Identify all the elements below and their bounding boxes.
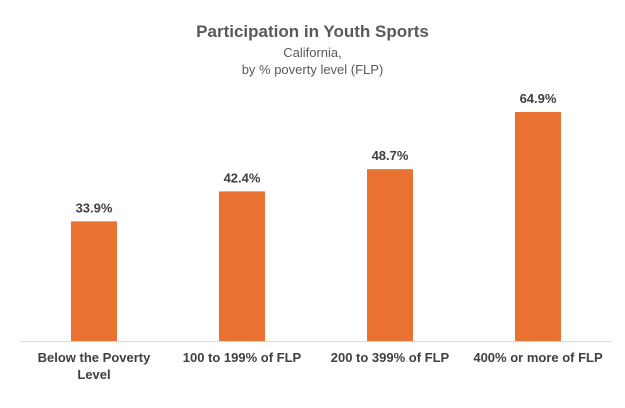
bar-4 xyxy=(515,112,561,341)
data-label-4: 64.9% xyxy=(520,91,557,106)
category-label-1-line-2: Level xyxy=(77,367,110,382)
bar-3 xyxy=(367,169,413,341)
bar-2 xyxy=(219,191,265,341)
chart-subtitle-line-1: California, xyxy=(283,45,342,60)
chart-title: Participation in Youth Sports xyxy=(196,22,429,41)
data-label-3: 48.7% xyxy=(372,148,409,163)
category-label-1-line-1: Below the Poverty xyxy=(38,350,151,365)
data-label-2: 42.4% xyxy=(224,170,261,185)
category-label-3: 200 to 399% of FLP xyxy=(331,350,450,365)
data-label-1: 33.9% xyxy=(76,200,113,215)
bar-1 xyxy=(71,221,117,341)
chart-subtitle-line-2: by % poverty level (FLP) xyxy=(241,62,384,77)
category-label-4: 400% or more of FLP xyxy=(473,350,603,365)
category-label-2: 100 to 199% of FLP xyxy=(183,350,302,365)
